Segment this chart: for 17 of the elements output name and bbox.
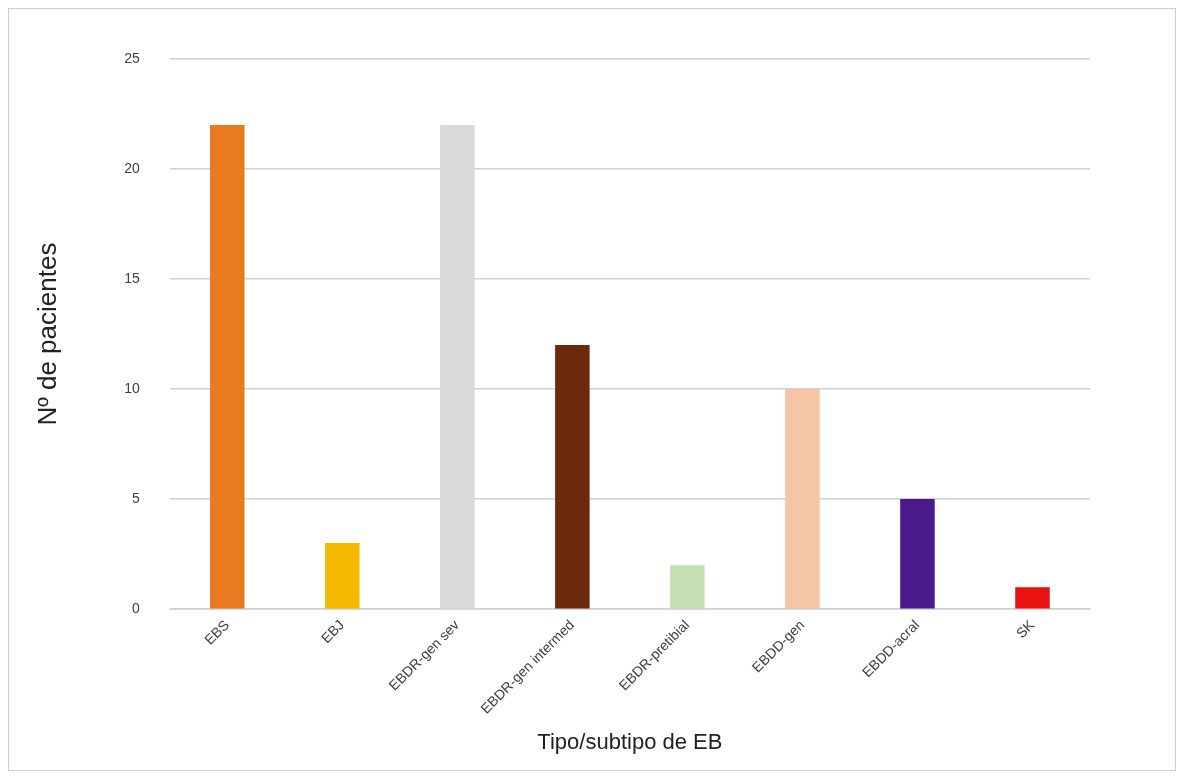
y-tick-label: 5 — [131, 489, 140, 506]
y-tick-label: 0 — [131, 600, 140, 616]
y-tick-label: 10 — [124, 379, 140, 396]
x-tick-label: EBJ — [317, 616, 348, 647]
bar — [1015, 587, 1050, 609]
y-tick-label: 25 — [124, 49, 140, 66]
bar — [325, 543, 360, 609]
bar — [785, 389, 820, 609]
y-axis-title: Nº de pacientes — [31, 242, 62, 426]
bar — [900, 499, 935, 609]
y-tick-label: 20 — [124, 159, 140, 176]
y-tick-label: 15 — [124, 269, 140, 286]
x-tick-label: SK — [1012, 616, 1038, 642]
bar — [210, 125, 245, 609]
bar — [670, 565, 705, 609]
bar — [555, 345, 590, 609]
x-axis-title: Tipo/subtipo de EB — [537, 728, 723, 754]
